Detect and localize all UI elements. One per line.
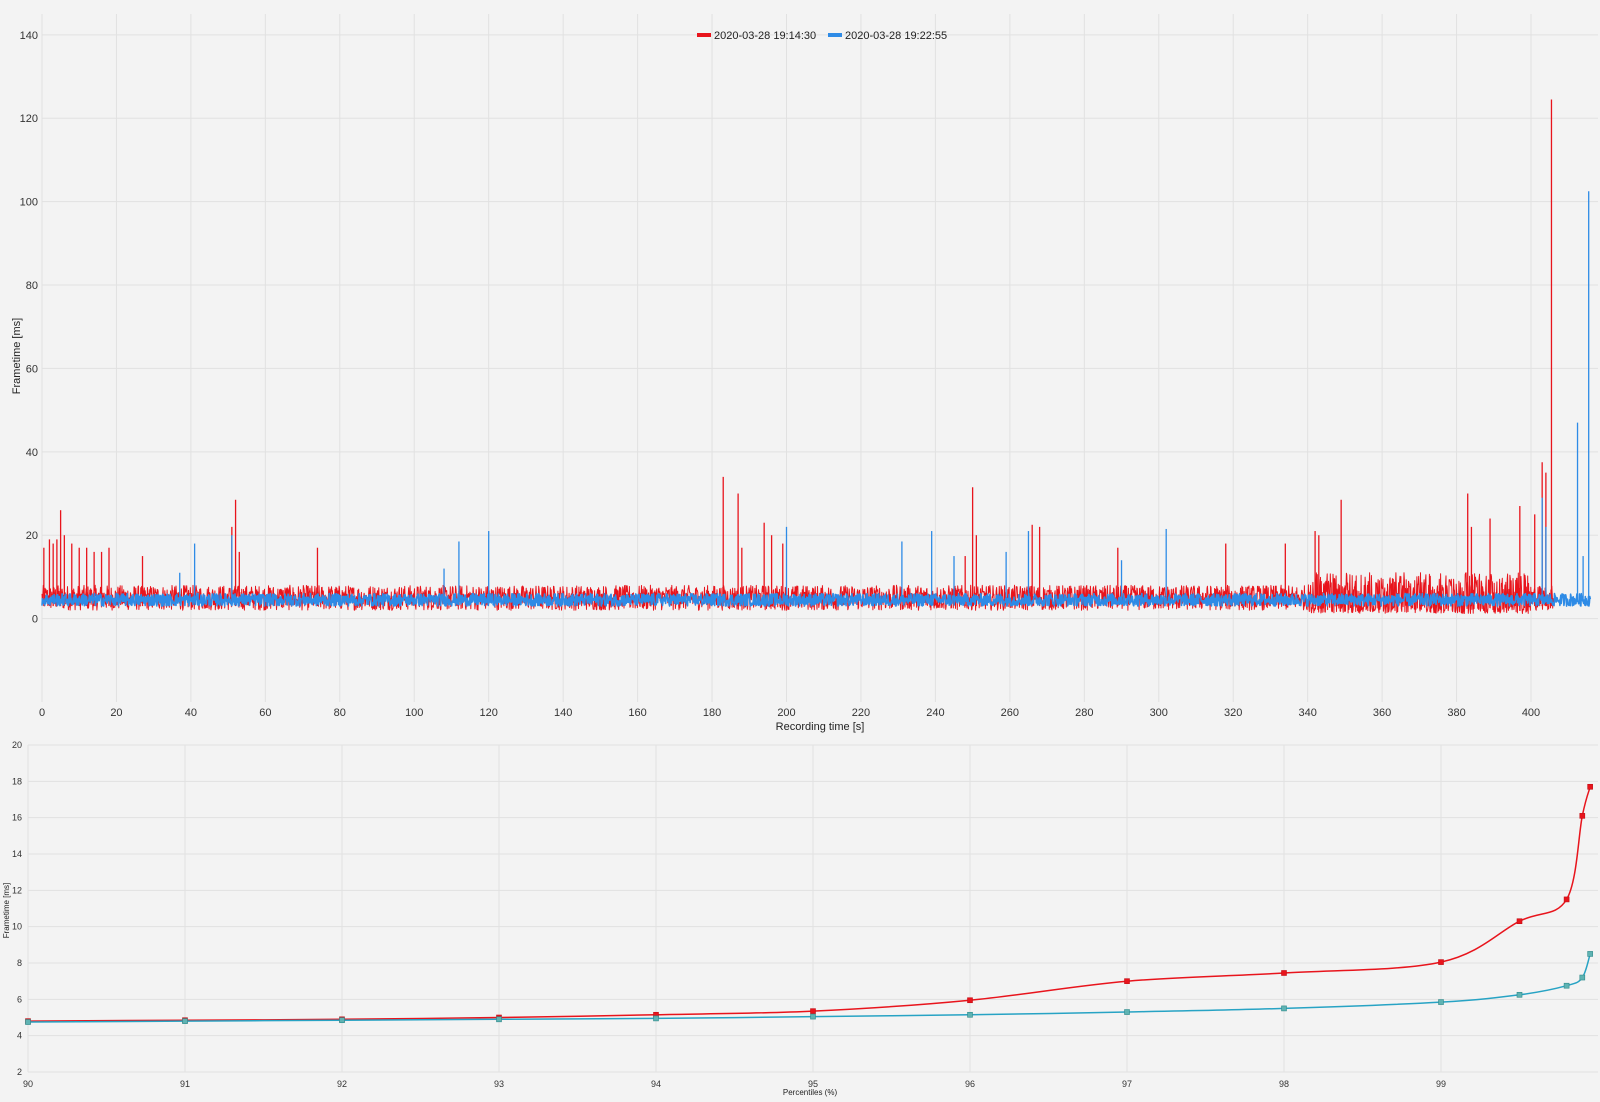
y-tick-label: 120 (20, 113, 38, 125)
x-tick-label: 99 (1436, 1079, 1446, 1089)
y-tick-label: 0 (32, 614, 38, 626)
frametime-chart: 0 20 40 60 80 100 120 140 160 180 200 220 240 260 280 3… (11, 14, 1598, 733)
x-tick-label: 95 (808, 1079, 818, 1089)
legend-label: 2020-03-28 19:14:30 (714, 30, 816, 42)
y-axis-title: Frametime [ms] (2, 883, 11, 939)
data-point (25, 1019, 31, 1025)
x-tick-label: 260 (1001, 707, 1019, 719)
data-point (810, 1013, 816, 1020)
x-tick-label: 200 (777, 707, 795, 719)
y-tick-label: 2 (17, 1067, 22, 1077)
x-tick-label: 320 (1224, 707, 1242, 719)
x-tick-label: 97 (1122, 1079, 1132, 1089)
data-point (967, 1011, 973, 1018)
data-point (1124, 1009, 1130, 1015)
percentile-chart: 90 91 92 93 94 95 96 97 98 99 2 4 6 8 10 12 14 16 18 20 Perc… (2, 740, 1598, 1097)
data-point (1438, 959, 1444, 965)
data-point (1563, 896, 1570, 903)
series-line (41, 572, 1554, 614)
x-tick-label: 90 (23, 1079, 33, 1089)
x-tick-label: 20 (110, 707, 122, 719)
x-tick-label: 93 (494, 1079, 504, 1089)
legend-swatch (697, 33, 711, 37)
x-axis-title: Percentiles (%) (783, 1088, 838, 1097)
x-tick-label: 40 (185, 707, 197, 719)
x-tick-label: 180 (703, 707, 721, 719)
data-point (967, 997, 973, 1004)
percentile-series-blue (25, 951, 1593, 1025)
x-tick-label: 94 (651, 1079, 661, 1089)
data-point (339, 1017, 345, 1024)
data-point (1438, 999, 1444, 1005)
y-tick-label: 60 (26, 363, 38, 375)
y-tick-label: 16 (12, 813, 22, 823)
legend: 2020-03-28 19:14:30 2020-03-28 19:22:55 (697, 30, 947, 42)
y-tick-label: 12 (12, 885, 22, 895)
x-tick-label: 140 (554, 707, 572, 719)
x-tick-label: 220 (852, 707, 870, 719)
y-tick-label: 6 (17, 994, 22, 1004)
legend-swatch (828, 33, 842, 37)
x-tick-label: 0 (39, 707, 45, 719)
data-point (653, 1015, 659, 1022)
y-axis-title: Frametime [ms] (11, 318, 23, 394)
x-axis-title: Recording time [s] (776, 721, 865, 733)
y-tick-label: 14 (12, 849, 22, 859)
x-tick-label: 100 (405, 707, 423, 719)
y-tick-label: 8 (17, 958, 22, 968)
data-point (1587, 783, 1593, 790)
x-tick-label: 280 (1075, 707, 1093, 719)
x-tick-label: 80 (334, 707, 346, 719)
y-tick-label: 20 (26, 530, 38, 542)
y-tick-label: 100 (20, 197, 38, 209)
legend-label: 2020-03-28 19:22:55 (845, 30, 947, 42)
x-tick-label: 120 (480, 707, 498, 719)
series-line (41, 592, 1592, 607)
x-tick-label: 340 (1298, 707, 1316, 719)
data-point (1587, 951, 1593, 957)
y-tick-label: 140 (20, 30, 38, 42)
x-tick-label: 380 (1447, 707, 1465, 719)
y-tick-label: 4 (17, 1031, 22, 1041)
data-point (1281, 970, 1287, 976)
y-tick-label: 20 (12, 740, 22, 750)
y-tick-label: 40 (26, 447, 38, 459)
data-point (496, 1016, 502, 1023)
y-tick-label: 80 (26, 280, 38, 292)
y-tick-label: 18 (12, 776, 22, 786)
x-tick-label: 160 (628, 707, 646, 719)
data-point (1579, 974, 1586, 981)
series-blue (41, 191, 1592, 607)
x-tick-label: 400 (1522, 707, 1540, 719)
x-tick-label: 92 (337, 1079, 347, 1089)
x-tick-label: 300 (1150, 707, 1168, 719)
data-point (182, 1018, 188, 1024)
x-tick-label: 60 (259, 707, 271, 719)
y-tick-label: 10 (12, 922, 22, 932)
data-point (1281, 1005, 1287, 1012)
x-tick-label: 240 (926, 707, 944, 719)
data-point (1579, 813, 1586, 819)
x-tick-label: 91 (180, 1079, 190, 1089)
x-tick-label: 96 (965, 1079, 975, 1089)
data-point (1516, 991, 1523, 998)
x-tick-label: 98 (1279, 1079, 1289, 1089)
data-point (810, 1008, 816, 1014)
data-point (1563, 982, 1570, 989)
data-point (1124, 978, 1130, 984)
data-point (1516, 918, 1523, 925)
x-tick-label: 360 (1373, 707, 1391, 719)
